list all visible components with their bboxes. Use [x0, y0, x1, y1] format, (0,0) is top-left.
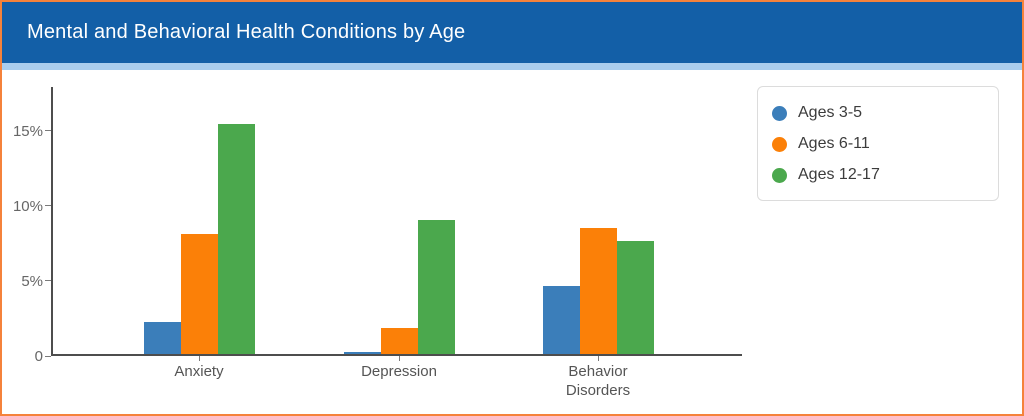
- bar-group-anxiety: [143, 124, 255, 354]
- chart-header: Mental and Behavioral Health Conditions …: [2, 2, 1022, 63]
- x-axis-category-label: Behavior Disorders: [565, 363, 631, 399]
- x-axis-category-label: Depression: [361, 363, 437, 380]
- legend: Ages 3-5 Ages 6-11 Ages 12-17: [757, 86, 999, 201]
- bar-ages-3-5[interactable]: [542, 286, 580, 354]
- legend-swatch-icon: [772, 136, 787, 152]
- legend-item-label: Ages 12-17: [798, 166, 880, 183]
- legend-item-label: Ages 3-5: [798, 104, 863, 121]
- y-axis-tick-label: 15%: [12, 122, 43, 140]
- y-axis-tick: [45, 130, 51, 132]
- legend-item-ages-12-17[interactable]: Ages 12-17: [772, 162, 984, 188]
- bar-ages-3-5[interactable]: [343, 352, 381, 354]
- bar-ages-6-11[interactable]: [579, 228, 617, 354]
- legend-swatch-icon: [772, 105, 787, 121]
- y-axis-tick: [45, 355, 51, 357]
- y-axis-tick: [45, 280, 51, 282]
- y-axis-tick-label: 5%: [21, 272, 43, 290]
- y-axis-tick-label: 10%: [12, 197, 43, 215]
- legend-item-label: Ages 6-11: [798, 135, 870, 152]
- bar-group-behavior-disorders: [542, 228, 654, 354]
- legend-item-ages-3-5[interactable]: Ages 3-5: [772, 100, 984, 126]
- header-accent-strip: [2, 63, 1022, 70]
- x-axis-tick: [597, 356, 599, 361]
- y-axis-tick-label: 0: [34, 348, 43, 365]
- x-axis-tick: [198, 356, 200, 361]
- bar-ages-6-11[interactable]: [380, 328, 418, 354]
- chart-title: Mental and Behavioral Health Conditions …: [27, 21, 466, 43]
- bar-ages-6-11[interactable]: [180, 234, 218, 354]
- bar-ages-12-17[interactable]: [616, 241, 654, 354]
- bar-ages-12-17[interactable]: [217, 124, 255, 354]
- legend-item-ages-6-11[interactable]: Ages 6-11: [772, 131, 984, 157]
- legend-swatch-icon: [772, 167, 787, 183]
- x-axis-tick: [398, 356, 400, 361]
- plot-area: 0 5% 10% 15% Anxiety Depression Behavior Disor…: [13, 87, 742, 399]
- bar-ages-12-17[interactable]: [417, 220, 455, 354]
- y-axis-tick: [45, 205, 51, 207]
- bar-group-depression: [343, 220, 455, 354]
- x-axis-category-label: Anxiety: [174, 363, 224, 380]
- bar-ages-3-5[interactable]: [143, 322, 181, 354]
